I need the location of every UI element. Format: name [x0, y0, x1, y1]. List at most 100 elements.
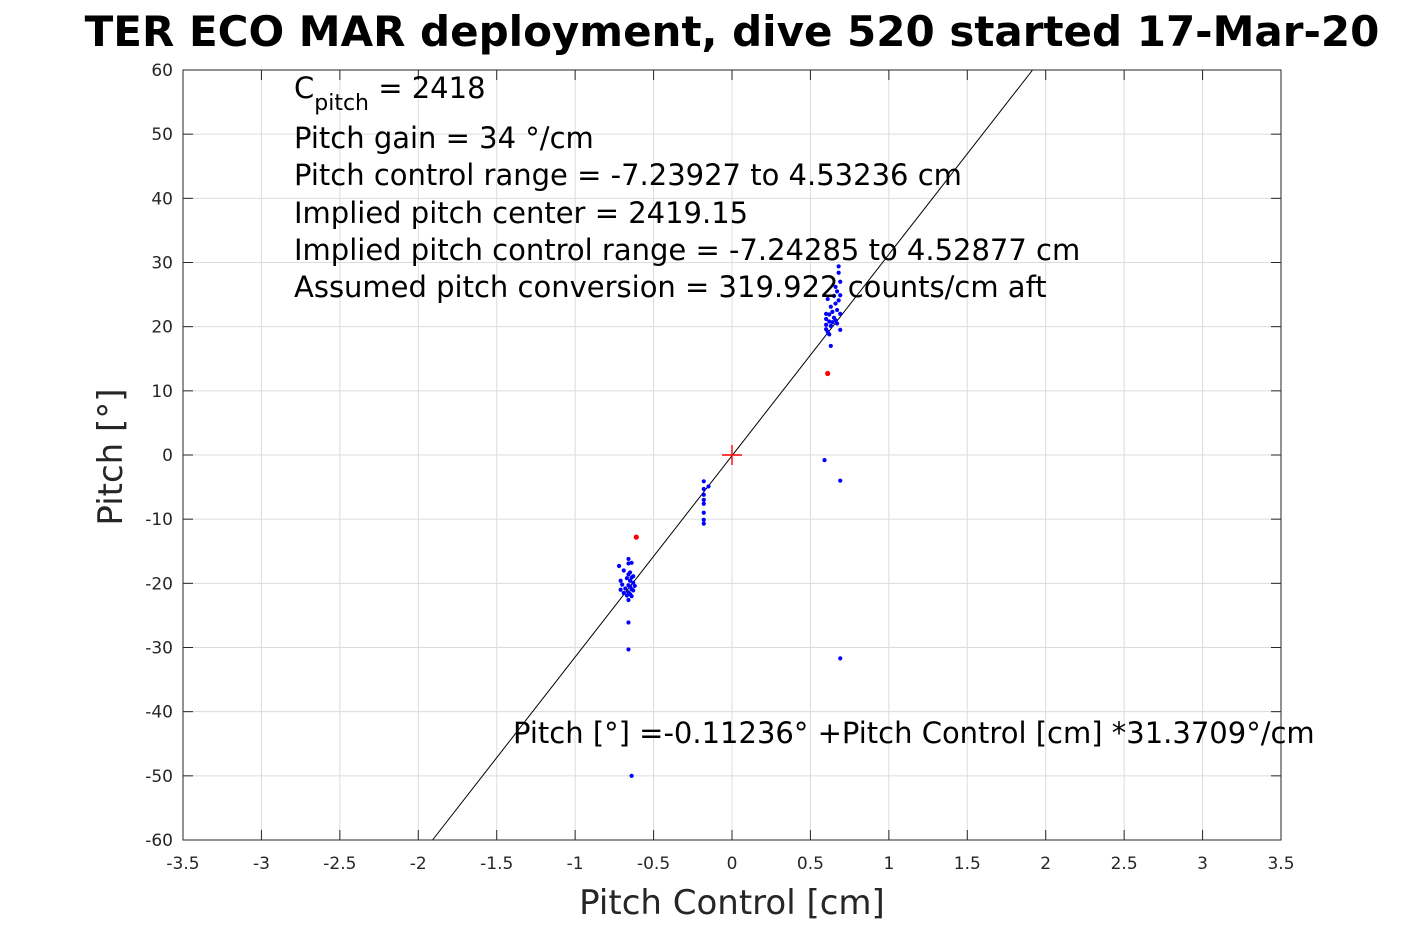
grid-lines: [183, 70, 1281, 840]
implied-pitch-control-range-annotation: Implied pitch control range = -7.24285 t…: [294, 233, 1080, 267]
sample-point: [824, 322, 829, 327]
sample-point: [838, 279, 843, 284]
chart-title: TER ECO MAR deployment, dive 520 started…: [85, 7, 1380, 56]
sample-point: [624, 593, 630, 598]
sample-point: [631, 588, 636, 593]
highlight-point: [825, 370, 831, 377]
sample-point: [834, 289, 840, 294]
sample-point: [701, 497, 706, 503]
y-tick-label: 60: [151, 61, 173, 81]
x-tick-label: 2.5: [1111, 854, 1138, 874]
sample-point: [631, 574, 636, 579]
sample-point: [824, 311, 829, 316]
pitch-control-range-annotation: Pitch control range = -7.23927 to 4.5323…: [294, 158, 962, 192]
x-tick-label: -3: [253, 854, 270, 874]
c-pitch-subscript: pitch: [314, 91, 369, 116]
sample-point: [629, 773, 634, 778]
data-points: [616, 264, 843, 778]
y-tick-label: 20: [151, 318, 173, 338]
y-tick-label: -20: [145, 574, 173, 594]
sample-point: [626, 561, 631, 566]
y-tick-label: 50: [151, 125, 173, 145]
sample-point: [828, 343, 833, 349]
c-pitch-value: = 2418: [369, 71, 486, 105]
sample-point: [627, 570, 633, 575]
assumed-pitch-conversion-annotation: Assumed pitch conversion = 319.922 count…: [294, 270, 1047, 304]
sample-point: [827, 332, 832, 337]
sample-point: [632, 583, 637, 589]
sample-point: [701, 517, 706, 522]
sample-point: [629, 594, 634, 599]
sample-point: [621, 590, 626, 596]
sample-point: [701, 479, 706, 484]
x-tick-label: -0.5: [637, 854, 670, 874]
y-axis-label: Pitch [°]: [91, 388, 131, 525]
sample-point: [701, 521, 706, 526]
x-tick-label: -1: [567, 854, 584, 874]
sample-point: [838, 327, 843, 332]
x-tick-label: 1.5: [954, 854, 981, 874]
sample-point: [627, 578, 633, 583]
sample-point: [824, 316, 829, 322]
center-marker-layer: [722, 445, 742, 465]
sample-point: [620, 582, 625, 587]
sample-point: [706, 484, 711, 489]
sample-point: [621, 568, 626, 573]
sample-point: [618, 578, 623, 583]
axis-ticks: -3.5 -3 -2.5 -2 -1.5 -1 -0.5 0 0.5 1 1.5 2 2.5 3 3.5 60…: [145, 61, 1294, 874]
sample-point: [701, 486, 706, 492]
y-tick-label: 0: [162, 446, 173, 466]
sample-point: [626, 597, 631, 603]
x-tick-label: 0.5: [797, 854, 824, 874]
c-pitch-symbol: C: [294, 71, 314, 105]
sample-point: [623, 586, 628, 591]
sample-point: [624, 576, 630, 581]
y-tick-label: -60: [145, 831, 173, 851]
sample-point: [838, 293, 843, 298]
x-tick-label: 1: [883, 854, 894, 874]
x-tick-label: 2: [1040, 854, 1051, 874]
sample-point: [626, 556, 631, 562]
sample-point: [616, 563, 622, 569]
sample-point: [830, 309, 835, 315]
sample-point: [828, 304, 833, 309]
sample-point: [838, 656, 843, 661]
implied-pitch-center-annotation: Implied pitch center = 2419.15: [294, 196, 748, 230]
x-tick-label: 3.5: [1267, 854, 1294, 874]
x-tick-label: -2: [410, 854, 427, 874]
y-tick-label: -10: [145, 510, 173, 530]
sample-point: [631, 580, 636, 585]
sample-point: [834, 321, 840, 326]
x-axis-label: Pitch Control [cm]: [579, 883, 885, 923]
sample-point: [833, 284, 838, 289]
y-tick-label: 40: [151, 189, 173, 209]
sample-point: [701, 510, 706, 515]
sample-point: [827, 319, 832, 324]
sample-point: [836, 270, 841, 275]
sample-point: [838, 311, 843, 316]
sample-point: [838, 478, 843, 483]
annotation-block: Cpitch = 2418 Pitch gain = 34 °/cm Pitch…: [294, 71, 1315, 750]
y-tick-label: -40: [145, 703, 173, 723]
sample-point: [825, 296, 830, 302]
sample-point: [701, 501, 706, 506]
x-tick-label: -1.5: [480, 854, 513, 874]
sample-point: [701, 492, 706, 497]
x-tick-label: 0: [727, 854, 738, 874]
sample-point: [833, 301, 838, 306]
sample-point: [827, 312, 832, 317]
sample-point: [836, 298, 841, 303]
sample-point: [828, 323, 833, 329]
sample-point: [629, 560, 634, 565]
sample-point: [833, 318, 838, 323]
pitch-gain-annotation: Pitch gain = 34 °/cm: [294, 121, 594, 155]
x-tick-label: -3.5: [166, 854, 199, 874]
sample-point: [822, 458, 827, 463]
sample-point: [836, 264, 841, 269]
x-tick-label: 3: [1197, 854, 1208, 874]
c-pitch-annotation: Cpitch = 2418: [294, 71, 486, 116]
sample-point: [831, 293, 837, 298]
sample-point: [626, 620, 631, 625]
x-tick-label: -2.5: [323, 854, 356, 874]
